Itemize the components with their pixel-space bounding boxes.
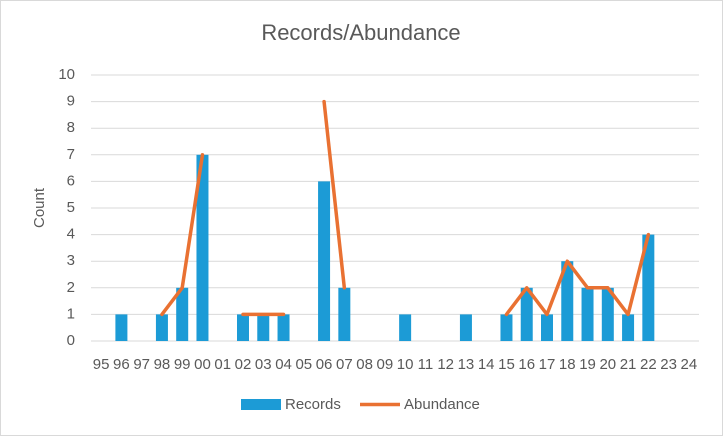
x-tick-label: 12 bbox=[437, 356, 454, 373]
bar bbox=[561, 261, 574, 341]
x-tick-label: 08 bbox=[356, 356, 373, 373]
bar bbox=[541, 314, 553, 341]
y-tick-label: 2 bbox=[67, 279, 75, 296]
bar bbox=[237, 314, 249, 341]
bar bbox=[520, 287, 533, 341]
y-axis-title: Count bbox=[31, 187, 48, 228]
bar bbox=[581, 287, 594, 341]
legend-label: Abundance bbox=[404, 396, 480, 413]
chart-title: Records/Abundance bbox=[261, 20, 460, 45]
bar bbox=[196, 154, 209, 341]
legend-swatch bbox=[241, 399, 281, 410]
x-tick-label: 20 bbox=[599, 356, 616, 373]
y-tick-label: 9 bbox=[67, 93, 75, 110]
y-tick-label: 0 bbox=[67, 332, 75, 349]
y-tick-label: 1 bbox=[67, 305, 75, 322]
x-tick-label: 04 bbox=[275, 356, 292, 373]
bar bbox=[115, 314, 128, 341]
bar bbox=[622, 314, 635, 341]
bar bbox=[500, 314, 513, 341]
x-tick-label: 05 bbox=[295, 356, 312, 373]
x-tick-label: 96 bbox=[113, 356, 130, 373]
bar bbox=[459, 314, 472, 341]
y-tick-label: 4 bbox=[67, 226, 75, 243]
y-tick-label: 3 bbox=[67, 252, 75, 269]
x-tick-label: 16 bbox=[518, 356, 535, 373]
x-tick-label: 18 bbox=[559, 356, 576, 373]
bar bbox=[176, 287, 189, 341]
x-tick-label: 11 bbox=[418, 356, 434, 373]
y-tick-label: 5 bbox=[67, 199, 75, 216]
x-tick-label: 19 bbox=[579, 356, 596, 373]
x-tick-label: 24 bbox=[681, 356, 698, 373]
x-tick-label: 22 bbox=[640, 356, 657, 373]
x-tick-label: 01 bbox=[214, 356, 231, 373]
x-tick-label: 99 bbox=[174, 356, 191, 373]
x-tick-label: 97 bbox=[133, 356, 150, 373]
x-tick-label: 98 bbox=[154, 356, 171, 373]
x-tick-label: 23 bbox=[660, 356, 677, 373]
bar bbox=[277, 314, 290, 341]
bar bbox=[399, 314, 412, 341]
x-tick-label: 07 bbox=[336, 356, 353, 373]
x-tick-label: 21 bbox=[620, 356, 637, 373]
x-tick-label: 06 bbox=[316, 356, 333, 373]
x-tick-label: 95 bbox=[93, 356, 110, 373]
x-tick-label: 03 bbox=[255, 356, 272, 373]
bar bbox=[338, 287, 351, 341]
bar bbox=[155, 314, 168, 341]
x-tick-label: 14 bbox=[478, 356, 495, 373]
bar bbox=[318, 181, 331, 341]
y-tick-label: 6 bbox=[67, 172, 75, 189]
x-tick-label: 02 bbox=[235, 356, 252, 373]
y-tick-label: 10 bbox=[58, 66, 75, 83]
y-tick-label: 7 bbox=[67, 146, 75, 163]
bar bbox=[601, 287, 614, 341]
x-tick-label: 09 bbox=[377, 356, 394, 373]
legend-label: Records bbox=[285, 396, 341, 413]
x-tick-label: 00 bbox=[194, 356, 211, 373]
y-tick-label: 8 bbox=[67, 119, 75, 136]
line bbox=[160, 99, 651, 317]
x-tick-label: 15 bbox=[498, 356, 515, 373]
bar bbox=[642, 234, 655, 341]
x-tick-label: 13 bbox=[458, 356, 475, 373]
x-tick-label: 10 bbox=[397, 356, 414, 373]
bar bbox=[257, 314, 270, 341]
x-tick-label: 17 bbox=[539, 356, 556, 373]
